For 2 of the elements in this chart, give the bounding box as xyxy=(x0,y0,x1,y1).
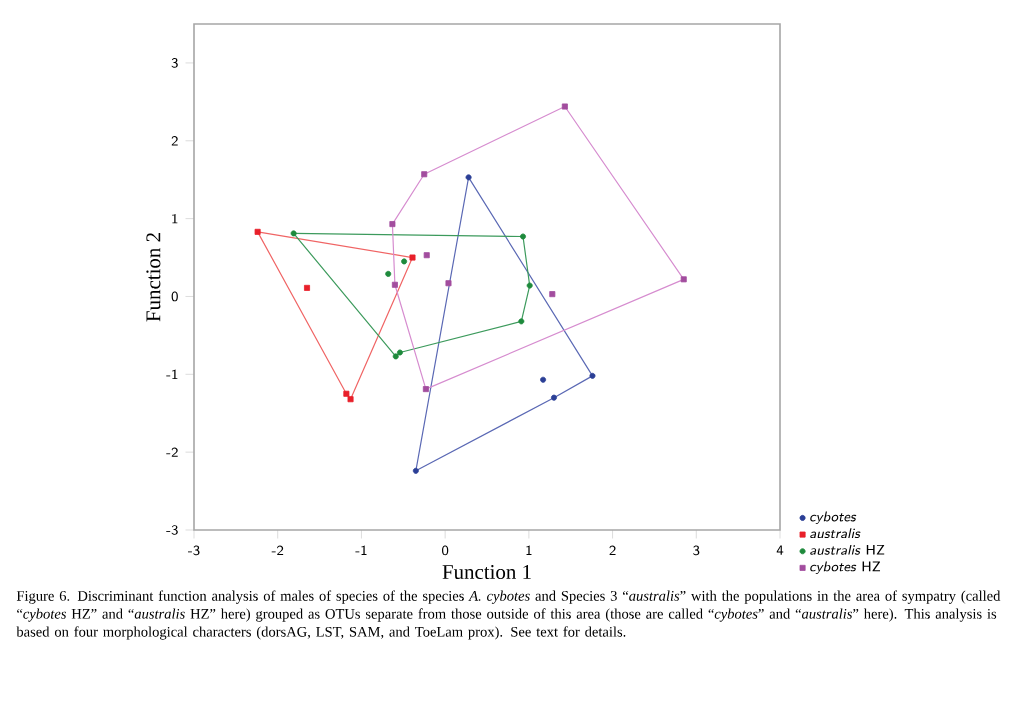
x-axis-title: Function 1 xyxy=(442,564,531,580)
y-axis-title: Function 2 xyxy=(146,233,161,322)
